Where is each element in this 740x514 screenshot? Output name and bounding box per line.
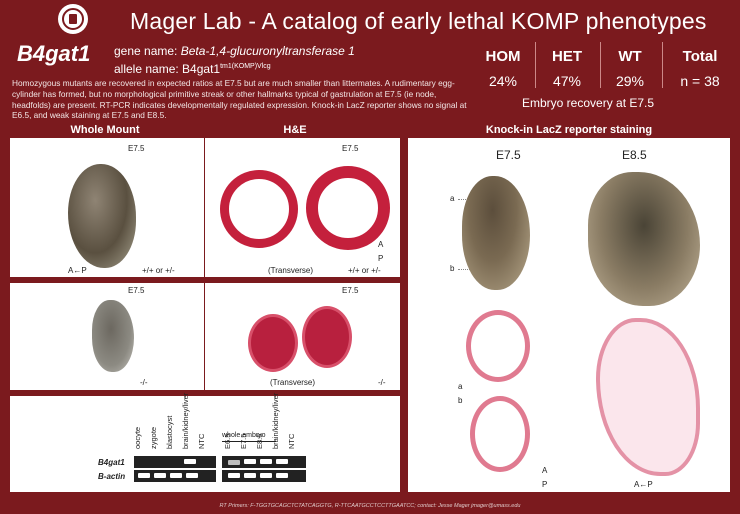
rt-pcr-gel-panel: oocyte zygote blastocyst brain/kidney/li…	[10, 392, 400, 492]
gel-band	[186, 473, 198, 478]
section-title-he: H&E	[283, 124, 307, 136]
stat-wt-label: WT	[618, 48, 642, 65]
he-top-stage: E7.5	[342, 144, 359, 153]
mutant-section-left-image	[248, 314, 298, 372]
gel-lane-label: E8.5	[255, 433, 264, 449]
wm-top-stage: E7.5	[128, 144, 145, 153]
gel-lane-label: zygote	[149, 426, 158, 449]
gel-band	[138, 473, 150, 478]
wm-bot-genotype: -/-	[140, 378, 148, 387]
lacz-level-b: b	[450, 264, 455, 273]
gel-lane-label: E6.5	[223, 433, 232, 449]
lacz-e85-embryo-image	[588, 172, 700, 306]
gel-band	[244, 473, 256, 478]
gel-lane-label: NTC	[287, 433, 296, 449]
gel-lane-label: E7.5	[239, 433, 248, 449]
lacz-e85-label: E8.5	[622, 148, 647, 162]
lacz-section-a-label: a	[458, 382, 463, 391]
stat-total: Total n = 38	[668, 48, 732, 89]
gel-lane-label: brain/kidney/liver	[181, 392, 190, 449]
phenotype-description: Homozygous mutants are recovered in expe…	[12, 78, 467, 121]
lacz-e85-section-image	[596, 318, 700, 476]
gel-band	[154, 473, 166, 478]
phenotype-image-panel: E7.5 A←P +/+ or +/- E7.5 (Transverse) +/…	[10, 138, 400, 390]
he-top-genotype: +/+ or +/-	[348, 266, 381, 275]
lacz-axis-a: A	[542, 466, 548, 475]
stat-divider	[535, 42, 536, 88]
stat-divider	[662, 42, 663, 88]
lacz-e75-label: E7.5	[496, 148, 521, 162]
mutant-embryo-image	[92, 300, 134, 372]
allele-name: allele name: B4gat1	[114, 62, 221, 76]
he-bot-plane: (Transverse)	[270, 378, 316, 387]
wm-top-axis: A←P	[68, 266, 87, 275]
he-top-axis-a: A	[378, 240, 384, 249]
footer-primers-contact: RT Primers: F-TGGTGCAGCTCTATCAGGTG, R-TT…	[219, 503, 521, 509]
recovery-caption: Embryo recovery at E7.5	[522, 96, 655, 110]
gel-row-label: B4gat1	[98, 458, 125, 467]
gene-name: Beta-1,4-glucuronyltransferase 1	[180, 44, 355, 58]
he-top-plane: (Transverse)	[268, 266, 314, 275]
university-seal-logo	[58, 4, 88, 34]
lacz-axis-p: P	[542, 480, 548, 489]
wm-bot-stage: E7.5	[128, 286, 145, 295]
panel-divider	[204, 138, 205, 390]
mutant-section-right-image	[302, 306, 352, 368]
gel-band	[260, 459, 272, 464]
gel-band	[260, 473, 272, 478]
gel-lane-label: NTC	[197, 433, 206, 449]
gel-group-label: whole embryo	[222, 432, 266, 439]
lacz-axis-ap: A←P	[634, 480, 653, 489]
stat-wt-value: 29%	[615, 73, 645, 89]
stat-wt: WT 29%	[605, 48, 655, 89]
stat-hom-label: HOM	[485, 48, 521, 65]
gel-row-label: B-actin	[98, 472, 126, 481]
he-bot-genotype: -/-	[378, 378, 386, 387]
lacz-panel: E7.5 E8.5 a b a b A P A←P	[408, 138, 730, 492]
gel-band	[228, 460, 240, 465]
wild-type-embryo-image	[68, 164, 136, 268]
lacz-section-b-label: b	[458, 396, 463, 405]
allele-superscript: tm1(KOMP)Vlcg	[220, 63, 271, 70]
stat-total-value: n = 38	[680, 73, 720, 89]
section-title-lacz: Knock-in LacZ reporter staining	[485, 124, 653, 136]
wild-type-section-right-image	[306, 166, 390, 250]
wild-type-section-left-image	[220, 170, 298, 248]
gene-name-line: gene name: Beta-1,4-glucuronyltransferas…	[114, 44, 355, 58]
gel-band	[184, 459, 196, 464]
stat-het-value: 47%	[552, 73, 582, 89]
panel-divider	[10, 277, 400, 283]
gel-band	[276, 459, 288, 464]
gel-lane-label: brain/kidney/liver	[271, 392, 280, 449]
section-title-whole-mount: Whole Mount	[70, 124, 140, 136]
gene-symbol: B4gat1	[17, 41, 91, 66]
lacz-level-a: a	[450, 194, 455, 203]
gel-band	[170, 473, 182, 478]
lacz-e75-embryo-image	[462, 176, 530, 290]
gel-band	[228, 473, 240, 478]
page-title: Mager Lab - A catalog of early lethal KO…	[130, 8, 707, 34]
gel-lane-label: oocyte	[133, 426, 142, 449]
stat-hom-value: 24%	[488, 73, 518, 89]
lacz-e75-section-b-image	[470, 396, 530, 472]
stat-divider	[600, 42, 601, 88]
gel-strip	[134, 456, 216, 468]
gel-lane-label: blastocyst	[165, 415, 174, 449]
allele-name-line: allele name: B4gat1tm1(KOMP)Vlcg	[114, 62, 271, 76]
he-bot-stage: E7.5	[342, 286, 359, 295]
he-top-axis-p: P	[378, 254, 384, 263]
gene-name-label: gene name:	[114, 44, 181, 58]
gel-band	[276, 473, 288, 478]
stat-het: HET 47%	[542, 48, 592, 89]
gel-group-underline	[222, 441, 276, 442]
lacz-e75-section-a-image	[466, 310, 530, 382]
stat-hom: HOM 24%	[478, 48, 528, 89]
stat-total-label: Total	[682, 48, 718, 65]
wm-top-genotype: +/+ or +/-	[142, 266, 175, 275]
gel-band	[244, 459, 256, 464]
stat-het-label: HET	[552, 48, 582, 65]
